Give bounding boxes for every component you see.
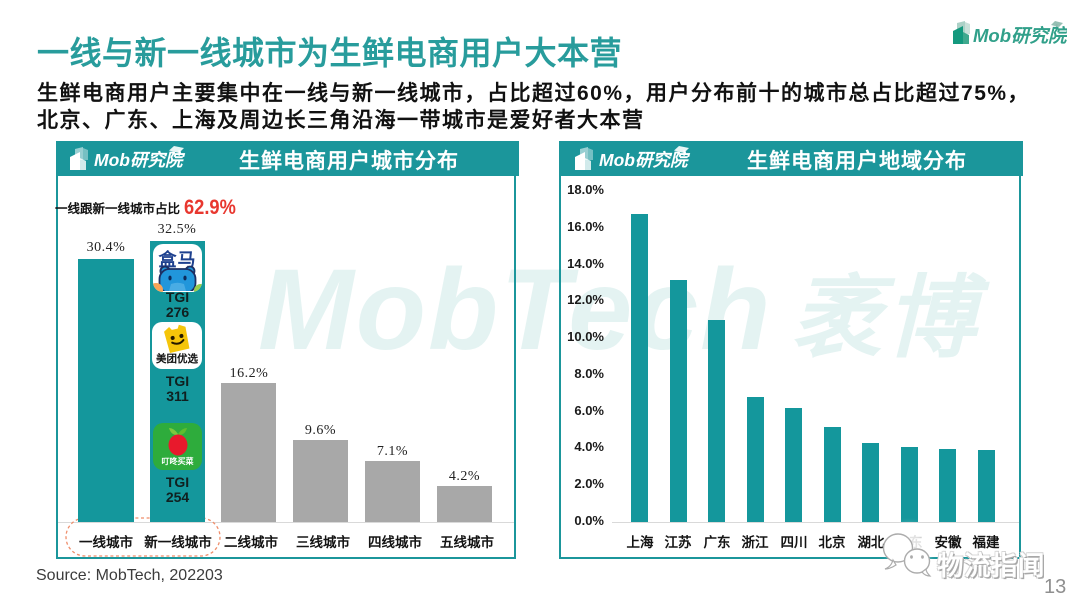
svg-text:Mob研究院: Mob研究院 — [973, 25, 1067, 46]
